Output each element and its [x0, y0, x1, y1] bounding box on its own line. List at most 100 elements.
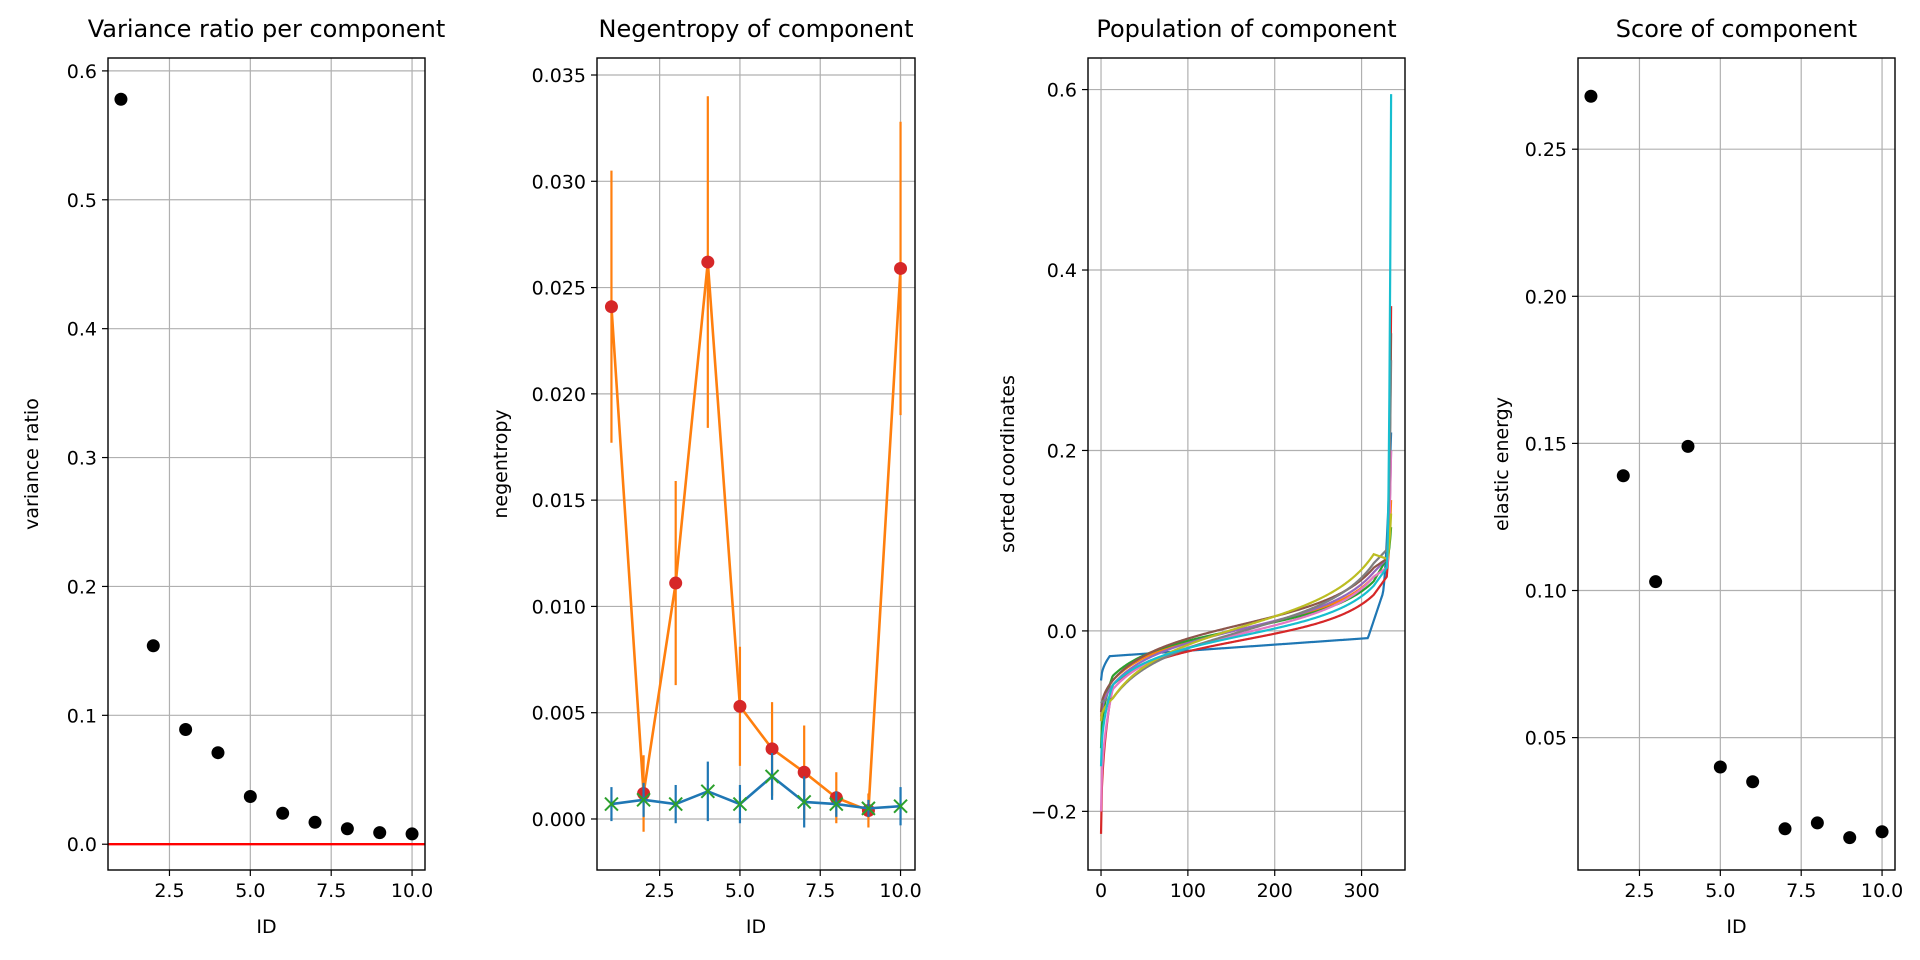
data-point: [669, 576, 683, 590]
data-point: [894, 261, 908, 275]
x-tick-label: 2.5: [645, 880, 675, 902]
y-tick-label: −0.2: [1031, 801, 1077, 823]
x-tick-label: 0: [1095, 880, 1107, 902]
x-tick-label: 300: [1343, 880, 1379, 902]
data-point: [1616, 469, 1630, 483]
y-tick-label: 0.2: [1047, 440, 1077, 462]
axes-frame: [1577, 57, 1896, 871]
y-tick-label: 0.035: [532, 65, 586, 87]
y-tick-label: 0.0: [67, 834, 97, 856]
series-line-2: [611, 774, 901, 810]
data-point: [604, 796, 619, 812]
series-line-1: [1099, 432, 1393, 681]
subplot-4: 2.5 5.0 7.5 10.0 0.05 0.10 0.15 0.20 0.25 Score o…: [1491, 15, 1903, 938]
y-tick-label: 0.0: [1047, 621, 1077, 643]
series-line-7: [1099, 450, 1393, 812]
series-line-3: [1099, 527, 1393, 749]
y-tick-label: 0.005: [532, 703, 586, 725]
data-point: [668, 796, 683, 812]
data-point: [700, 784, 716, 799]
x-tick-label: 10.0: [1861, 880, 1903, 902]
x-tick-label: 10.0: [879, 880, 921, 902]
x-tick-label: 200: [1257, 880, 1293, 902]
x-tick-label: 7.5: [1786, 880, 1816, 902]
x-tick-label: 100: [1170, 880, 1206, 902]
y-tick-label: 0.6: [67, 61, 97, 83]
data-point: [179, 723, 193, 737]
y-tick-label: 0.3: [67, 448, 97, 470]
data-point: [829, 796, 844, 812]
series-line-10: [1099, 94, 1393, 767]
x-tick-label: 5.0: [235, 880, 265, 902]
data-point: [1875, 825, 1889, 839]
data-point: [373, 826, 387, 840]
x-tick-label: 5.0: [1705, 880, 1735, 902]
data-point: [701, 255, 715, 269]
y-tick-label: 0.1: [67, 705, 97, 727]
x-axis-label: ID: [746, 916, 766, 938]
y-tick-label: 0.5: [67, 190, 97, 212]
x-tick-label: 7.5: [805, 880, 835, 902]
y-tick-label: 0.25: [1525, 139, 1567, 161]
data-point: [146, 639, 160, 653]
plot-area: [1099, 94, 1393, 834]
y-tick-label: 0.010: [532, 596, 586, 618]
y-tick-label: 0.030: [532, 171, 586, 193]
y-tick-label: 0.10: [1525, 581, 1567, 603]
chart-title: Negentropy of component: [599, 15, 914, 43]
data-point: [636, 792, 651, 808]
data-point: [765, 742, 779, 756]
data-point: [893, 799, 908, 814]
y-axis-label: negentropy: [490, 409, 512, 518]
plot-area: [1584, 89, 1889, 845]
data-point: [308, 815, 322, 829]
subplot-3: 0 100 200 300 −0.2 0.0 0.2 0.4 0.6 Population of …: [997, 15, 1406, 902]
series-line-6: [1099, 333, 1393, 713]
chart-title: Population of component: [1096, 15, 1396, 43]
chart-title: Variance ratio per component: [88, 15, 446, 43]
y-tick-label: 0.4: [67, 319, 97, 341]
x-tick-label: 2.5: [1624, 880, 1654, 902]
data-point: [211, 746, 225, 760]
series-line-1: [610, 261, 902, 813]
data-point: [276, 806, 290, 820]
data-point: [1746, 775, 1760, 789]
data-point: [1713, 760, 1727, 774]
y-tick-label: 0.025: [532, 278, 586, 300]
series-line-8: [1100, 360, 1393, 704]
data-point: [114, 92, 128, 106]
x-tick-label: 2.5: [154, 880, 184, 902]
series-line-9: [1099, 513, 1393, 722]
data-point: [764, 769, 780, 784]
data-point: [1681, 439, 1695, 453]
data-point: [340, 822, 354, 836]
data-point: [1649, 575, 1663, 589]
data-point: [1810, 816, 1824, 830]
data-point: [733, 699, 747, 713]
data-point: [1778, 822, 1792, 836]
x-axis-label: ID: [256, 916, 276, 938]
data-point: [796, 794, 812, 810]
y-tick-label: 0.020: [532, 384, 586, 406]
data-point: [243, 790, 257, 804]
data-point: [1843, 831, 1857, 845]
data-point: [797, 765, 811, 779]
subplot-2: 2.5 5.0 7.5 10.0 0.000 0.005 0.010 0.015 0.020 0.…: [490, 15, 922, 938]
x-tick-label: 7.5: [316, 880, 346, 902]
plot-area: [108, 92, 425, 846]
chart-title: Score of component: [1616, 15, 1857, 43]
data-point: [604, 300, 618, 314]
y-axis-label: sorted coordinates: [997, 375, 1019, 553]
x-tick-label: 10.0: [391, 880, 433, 902]
axes-frame: [107, 57, 426, 871]
y-tick-label: 0.20: [1525, 286, 1567, 308]
data-point: [861, 801, 876, 816]
y-tick-label: 0.2: [67, 576, 97, 598]
y-tick-label: 0.15: [1525, 433, 1567, 455]
series-line-5: [1099, 450, 1393, 722]
y-tick-label: 0.05: [1525, 728, 1567, 750]
data-point: [1584, 89, 1598, 103]
y-axis-label: variance ratio: [21, 398, 43, 530]
plot-area: [604, 96, 908, 832]
